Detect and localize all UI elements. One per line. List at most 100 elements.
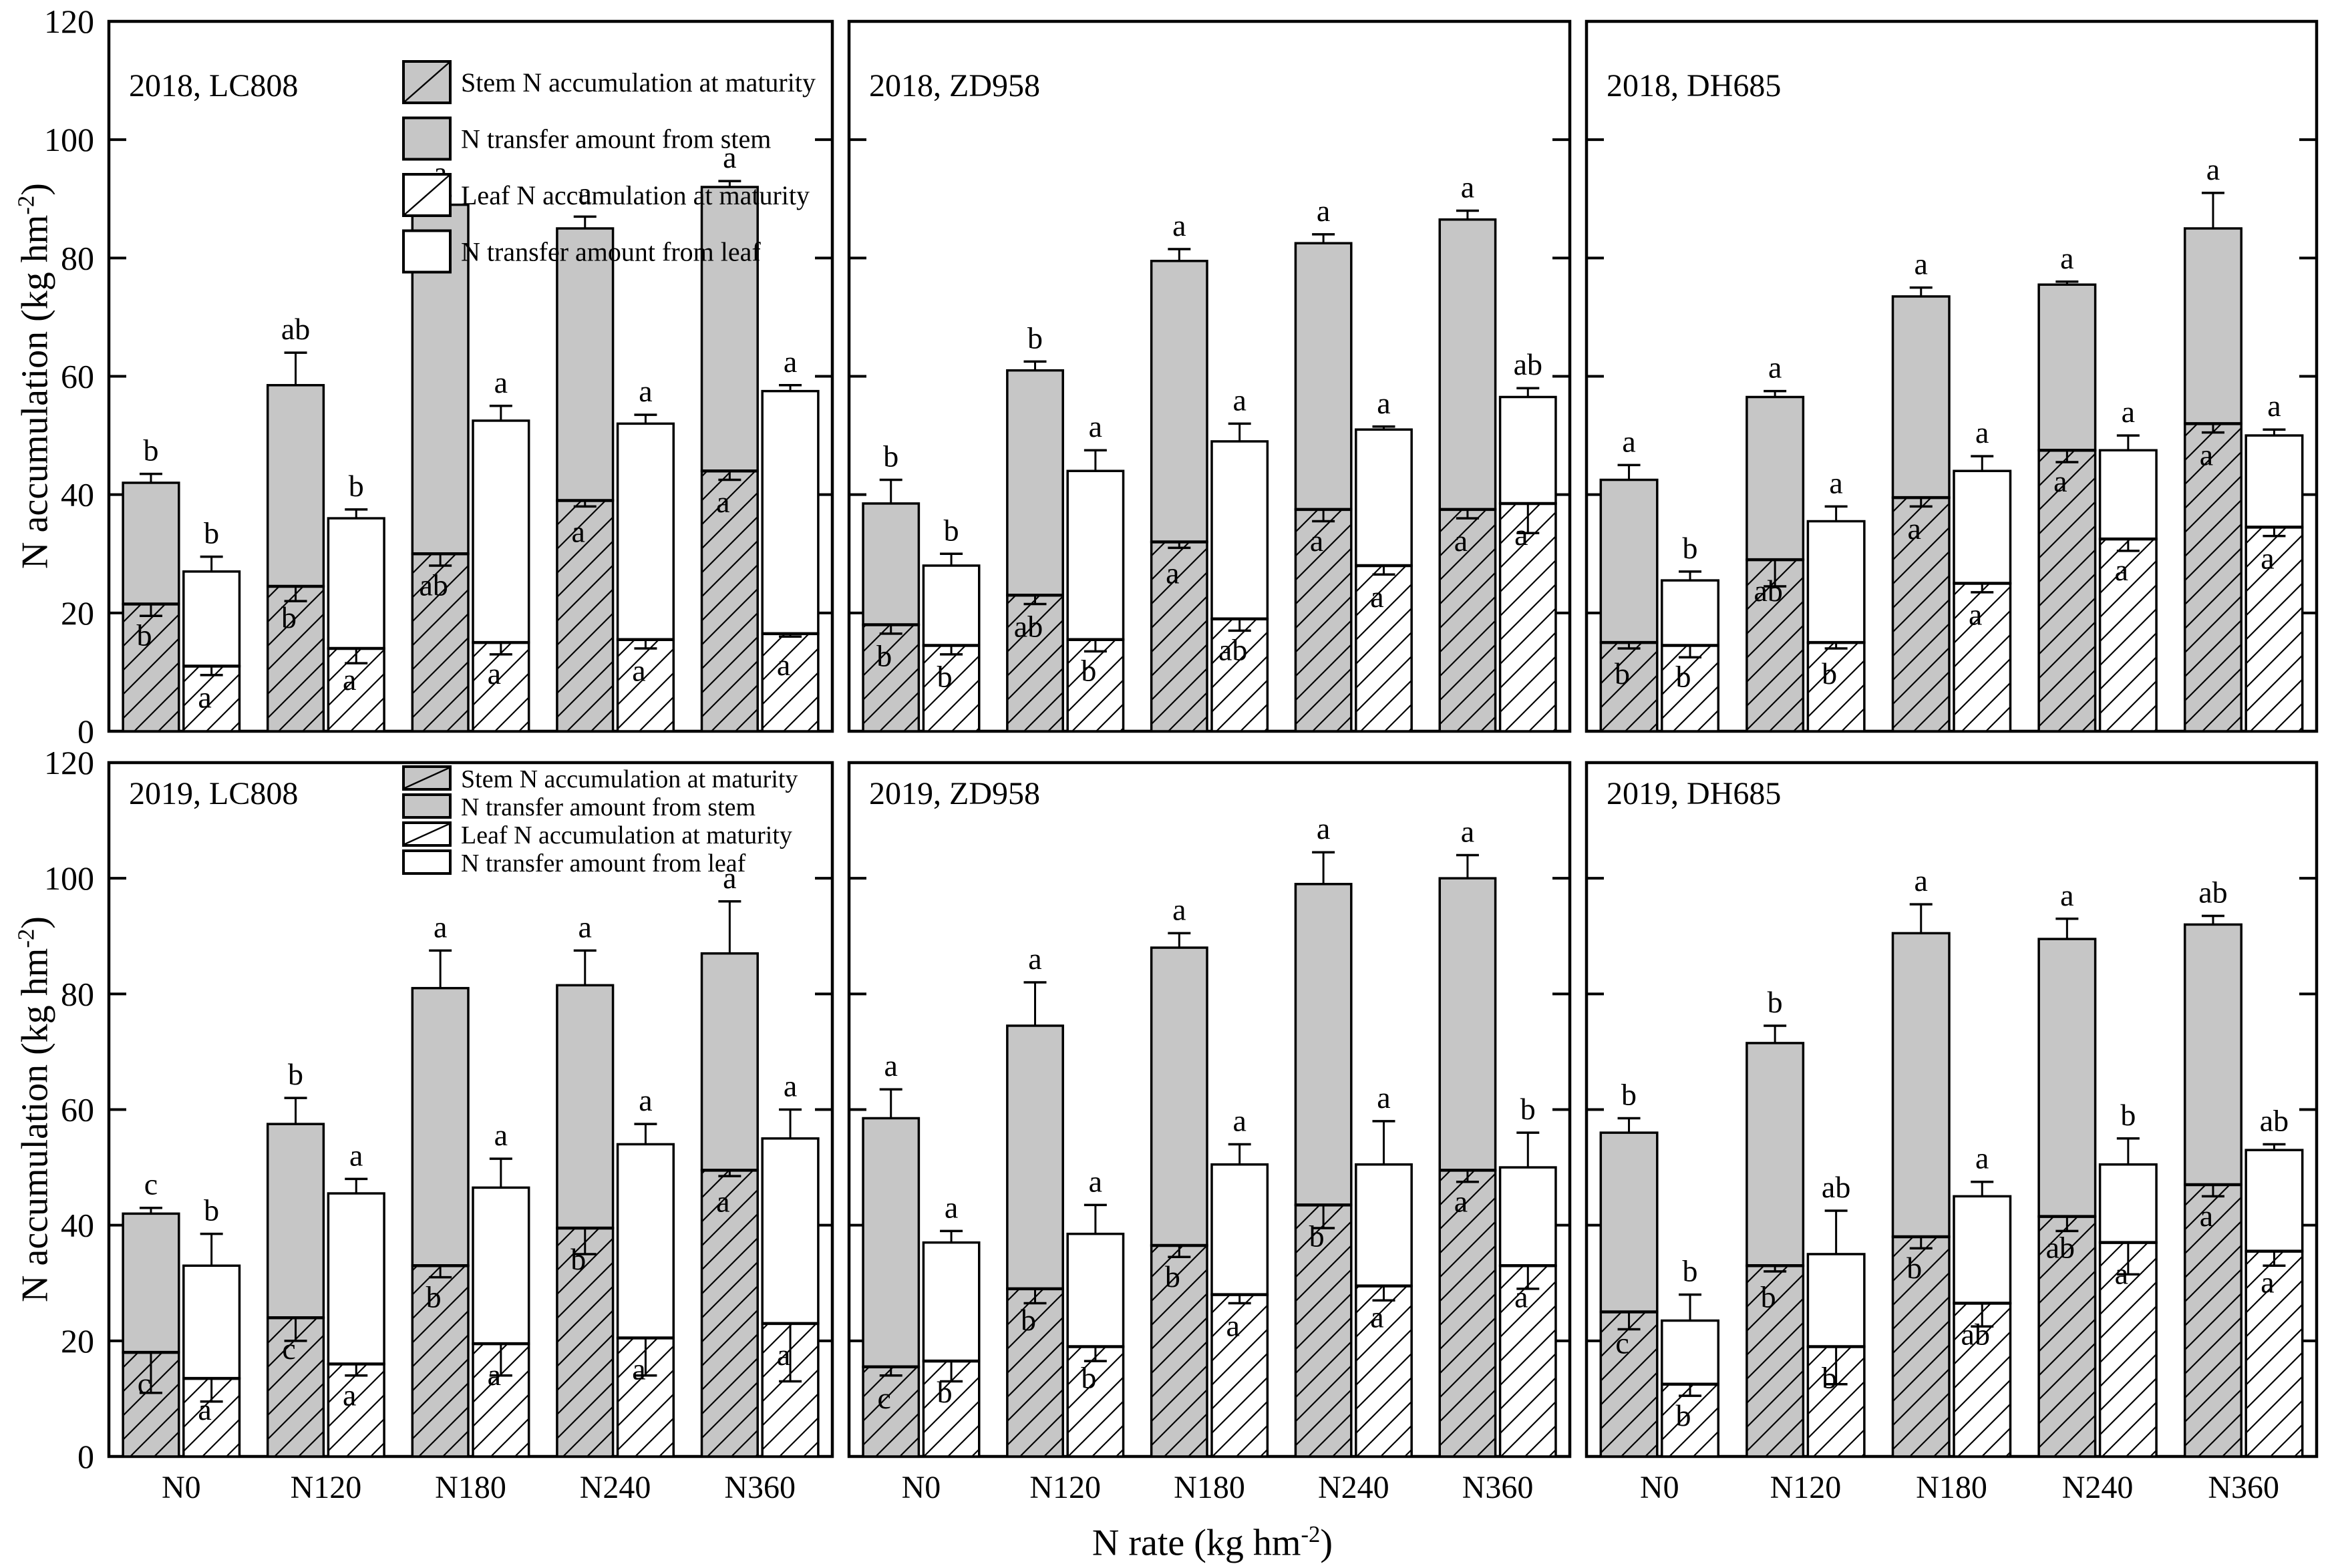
- leaf-maturity-hatch: [1954, 1303, 2011, 1456]
- sig-letter-leaf-maturity: a: [632, 654, 645, 688]
- sig-letter-leaf-maturity: b: [937, 660, 953, 694]
- leaf-transfer-segment: [2098, 449, 2158, 540]
- bar-group-n180: a a a a: [1891, 247, 2012, 733]
- stem-transfer-segment: [2183, 227, 2242, 425]
- y-tick-label: 40: [61, 1207, 94, 1244]
- x-tick-label: N240: [1318, 1470, 1389, 1505]
- leaf-transfer-segment: [1661, 579, 1720, 647]
- legend-hatch-line-icon: [404, 767, 450, 789]
- sig-letter-leaf-maturity: b: [1676, 660, 1691, 694]
- sig-letter-stem-maturity: c: [138, 1366, 151, 1400]
- stem-transfer-segment: [862, 1117, 921, 1368]
- sig-letter-leaf-maturity: a: [2115, 553, 2128, 587]
- leaf-maturity-hatch: [2100, 539, 2157, 731]
- y-axis-title-close: ): [14, 916, 56, 929]
- stem-maturity-hatch: [556, 1227, 613, 1456]
- legend-hatch-line-icon: [404, 175, 450, 215]
- x-tick-label: N180: [435, 1470, 506, 1505]
- stem-maturity-hatch: [1746, 1265, 1804, 1456]
- sig-letter-stem-maturity: a: [716, 1184, 729, 1218]
- leaf-transfer-segment: [761, 389, 820, 635]
- sig-letter-stem-total: b: [288, 1057, 303, 1091]
- stem-maturity-hatch: [412, 1265, 468, 1456]
- legend-item: Leaf N accumulation at maturity: [402, 173, 810, 217]
- legend-item: Stem N accumulation at maturity: [402, 765, 798, 793]
- sig-letter-leaf-maturity: b: [1081, 1360, 1096, 1394]
- legend-item: Leaf N accumulation at maturity: [402, 821, 792, 849]
- stem-maturity-hatch: [863, 624, 919, 731]
- leaf-maturity-hatch: [1067, 639, 1124, 731]
- sig-letter-leaf-maturity: a: [488, 656, 501, 691]
- sig-letter-stem-total: a: [1317, 194, 1330, 228]
- sig-letter-leaf-total: a: [1089, 409, 1102, 443]
- sig-letter-leaf-total: b: [204, 516, 219, 550]
- sig-letter-stem-maturity: b: [1021, 1303, 1036, 1337]
- sig-letter-leaf-total: a: [1232, 1103, 1246, 1137]
- legend-swatch-gray-icon: [402, 793, 452, 819]
- stem-maturity-hatch: [863, 1366, 919, 1456]
- leaf-maturity-hatch: [1067, 1346, 1124, 1456]
- sig-letter-stem-maturity: a: [716, 485, 729, 519]
- stem-transfer-segment: [1438, 877, 1497, 1172]
- sig-letter-leaf-total: b: [349, 469, 364, 503]
- sig-letter-leaf-maturity: a: [1514, 1280, 1528, 1314]
- sig-letter-leaf-maturity: a: [777, 648, 790, 682]
- stem-transfer-segment: [1150, 260, 1208, 544]
- y-tick-label: 20: [61, 1322, 94, 1360]
- sig-letter-stem-total: a: [723, 861, 736, 895]
- stem-maturity-hatch: [1601, 1312, 1657, 1456]
- sig-letter-stem-maturity: ab: [1754, 574, 1782, 608]
- stem-transfer-segment: [1006, 369, 1064, 597]
- sig-letter-leaf-maturity: ab: [1961, 1318, 1990, 1352]
- sig-letter-stem-total: b: [883, 439, 898, 473]
- legend-label: Stem N accumulation at maturity: [461, 765, 798, 793]
- sig-letter-leaf-total: b: [944, 513, 959, 547]
- leaf-transfer-segment: [616, 1143, 675, 1340]
- leaf-transfer-segment: [182, 570, 241, 668]
- panel-2019-dh685: 2019, DH685bcbbN0bbabbN120abaabN180aabba…: [1585, 761, 2319, 1505]
- leaf-transfer-segment: [1066, 1232, 1125, 1348]
- y-tick-label: 100: [44, 859, 94, 897]
- leaf-transfer-segment: [1355, 428, 1413, 567]
- legend-label: N transfer amount from stem: [461, 793, 756, 821]
- panel-title: 2019, DH685: [1607, 776, 1781, 811]
- panel-title: 2018, ZD958: [869, 68, 1040, 104]
- bar-group-n240: a ab b a: [2037, 878, 2158, 1458]
- stem-transfer-segment: [1745, 1042, 1805, 1267]
- sig-letter-leaf-total: a: [2267, 389, 2281, 423]
- stem-maturity-hatch: [1746, 560, 1804, 731]
- stem-maturity-hatch: [1601, 642, 1657, 731]
- x-axis-title-close: ): [1320, 1522, 1333, 1564]
- leaf-transfer-segment: [2098, 1163, 2158, 1244]
- bar-group-n240: a a a a: [1294, 194, 1413, 733]
- sig-letter-leaf-maturity: b: [1676, 1398, 1691, 1432]
- sig-letter-stem-maturity: a: [1166, 556, 1179, 590]
- stem-maturity-hatch: [2184, 1185, 2242, 1456]
- sig-letter-stem-total: b: [143, 433, 158, 467]
- sig-letter-leaf-maturity: a: [343, 1378, 356, 1412]
- leaf-maturity-hatch: [473, 642, 529, 731]
- sig-letter-stem-total: b: [1768, 985, 1783, 1019]
- stem-maturity-hatch: [1007, 1288, 1063, 1456]
- sig-letter-stem-total: a: [1914, 247, 1928, 281]
- bar-group-n360: a a b a: [1438, 815, 1557, 1458]
- stem-transfer-segment: [700, 186, 759, 472]
- sig-letter-leaf-maturity: a: [1514, 518, 1528, 552]
- sig-letter-leaf-maturity: b: [937, 1375, 953, 1409]
- leaf-transfer-segment: [1498, 395, 1557, 505]
- x-tick-label: N180: [1916, 1470, 1987, 1505]
- x-tick-label: N120: [1770, 1470, 1842, 1505]
- stem-transfer-segment: [1891, 295, 1951, 499]
- sig-letter-stem-total: a: [434, 910, 447, 944]
- stem-maturity-hatch: [1440, 509, 1496, 731]
- bar-group-n0: b c b b: [1599, 1077, 1720, 1458]
- sig-letter-stem-total: b: [1621, 1077, 1637, 1111]
- x-tick-label: N0: [1640, 1470, 1679, 1505]
- sig-letter-stem-maturity: a: [1454, 524, 1468, 558]
- sig-letter-stem-maturity: b: [1309, 1219, 1325, 1253]
- leaf-transfer-segment: [1355, 1163, 1413, 1288]
- sig-letter-leaf-total: a: [784, 345, 797, 379]
- bar-group-n360: ab a ab a: [2183, 875, 2304, 1458]
